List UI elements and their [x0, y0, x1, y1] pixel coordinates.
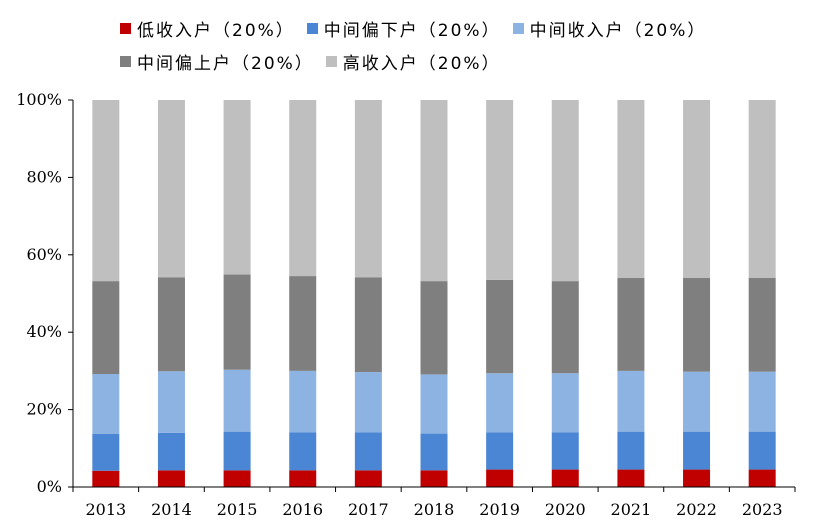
bar-segment-2016-s0	[289, 470, 317, 487]
bar-segment-2020-s2	[551, 373, 579, 433]
bar-segment-2021-s0	[617, 469, 645, 487]
bar-segment-2019-s1	[486, 432, 514, 470]
bar-segment-2023-s0	[748, 469, 776, 487]
legend-swatch-lower-middle	[306, 23, 318, 34]
bar-segment-2021-s2	[617, 370, 645, 432]
bar-segment-2023-s2	[748, 371, 776, 432]
bar-segment-2014-s3	[157, 277, 185, 372]
x-tick-label-2018: 2018	[414, 500, 455, 519]
bar-segment-2014-s0	[157, 470, 185, 487]
bar-segment-2014-s1	[157, 432, 185, 471]
bar-segment-2015-s4	[223, 100, 251, 275]
x-tick-label-2023: 2023	[742, 500, 783, 519]
x-tick-label-2017: 2017	[348, 500, 389, 519]
bar-segment-2019-s0	[486, 469, 514, 487]
x-tick-label-2020: 2020	[545, 500, 586, 519]
y-tick-label-3: 60%	[26, 245, 62, 264]
axes-group: 0% 20% 40% 60% 80% 100% 2013 2014 2015 2016 2017 20…	[16, 90, 796, 519]
bar-segment-2013-s4	[92, 100, 120, 282]
bar-segment-2020-s4	[551, 100, 579, 282]
bar-segment-2020-s1	[551, 432, 579, 470]
bar-segment-2021-s3	[617, 278, 645, 371]
bar-segment-2018-s1	[420, 433, 448, 471]
bar-segment-2018-s0	[420, 470, 448, 487]
y-tick-label-0: 0%	[37, 477, 62, 496]
x-tick-label-2019: 2019	[479, 500, 520, 519]
legend-label-low-income: 低收入户（20%）	[137, 21, 295, 41]
bar-segment-2022-s1	[683, 431, 711, 470]
bar-segment-2019-s2	[486, 373, 514, 433]
bar-segment-2023-s1	[748, 431, 776, 470]
bar-segment-2013-s0	[92, 470, 120, 487]
bar-segment-2022-s4	[683, 100, 711, 279]
legend-item-high-income: 高收入户（20%）	[325, 49, 501, 74]
x-tick-label-2022: 2022	[676, 500, 717, 519]
bar-segment-2013-s1	[92, 433, 120, 471]
x-tick-label-2016: 2016	[282, 500, 323, 519]
legend-row-1: 低收入户（20%） 中间偏下户（20%） 中间收入户（20%）	[120, 12, 810, 45]
y-tick-label-1: 20%	[26, 400, 62, 419]
bar-segment-2016-s3	[289, 276, 317, 371]
legend-swatch-low-income	[120, 23, 131, 34]
legend-item-low-income: 低收入户（20%）	[120, 16, 295, 41]
x-tick-label-2021: 2021	[611, 500, 652, 519]
bar-segment-2018-s2	[420, 374, 448, 434]
bar-segment-2018-s3	[420, 281, 448, 375]
y-tick-label-5: 100%	[16, 90, 62, 109]
bar-segment-2021-s1	[617, 431, 645, 470]
bar-segment-2021-s4	[617, 100, 645, 279]
bar-segment-2014-s4	[157, 100, 185, 278]
bar-segment-2020-s0	[551, 469, 579, 487]
y-tick-label-2: 40%	[26, 322, 62, 341]
bar-segment-2023-s4	[748, 100, 776, 279]
bar-segment-2016-s2	[289, 370, 317, 433]
bar-segment-2018-s4	[420, 100, 448, 282]
bar-segment-2015-s1	[223, 431, 251, 471]
bar-segment-2015-s0	[223, 470, 251, 487]
legend-row-2: 中间偏上户（20%） 高收入户（20%）	[120, 45, 810, 78]
bar-segment-2014-s2	[157, 371, 185, 433]
x-tick-label-2013: 2013	[85, 500, 126, 519]
bar-segment-2017-s2	[354, 372, 382, 433]
y-tick-label-4: 80%	[26, 167, 62, 186]
bar-segment-2016-s4	[289, 100, 317, 277]
bar-segment-2022-s0	[683, 469, 711, 487]
bar-segment-2019-s3	[486, 279, 514, 374]
legend-label-lower-middle: 中间偏下户（20%）	[323, 21, 501, 41]
bar-segment-2017-s4	[354, 100, 382, 278]
x-tick-label-2015: 2015	[217, 500, 258, 519]
bar-segment-2017-s1	[354, 432, 382, 471]
bar-segment-2017-s3	[354, 277, 382, 373]
bar-segment-2015-s2	[223, 369, 251, 432]
x-tick-label-2014: 2014	[151, 500, 192, 519]
bar-segment-2013-s3	[92, 281, 120, 374]
legend-swatch-upper-middle	[120, 56, 131, 67]
bar-segment-2015-s3	[223, 274, 251, 370]
legend-swatch-middle	[512, 23, 524, 34]
bar-segment-2022-s3	[683, 278, 711, 372]
legend-label-upper-middle: 中间偏上户（20%）	[137, 54, 314, 74]
legend-item-lower-middle: 中间偏下户（20%）	[306, 16, 501, 41]
legend-label-high-income: 高收入户（20%）	[342, 54, 501, 74]
legend-label-middle: 中间收入户（20%）	[529, 21, 707, 41]
bar-segment-2023-s3	[748, 278, 776, 372]
bar-segment-2022-s2	[683, 371, 711, 432]
bar-segment-2016-s1	[289, 432, 317, 471]
legend-item-middle: 中间收入户（20%）	[512, 16, 707, 41]
bars-group	[92, 100, 776, 487]
bar-segment-2013-s2	[92, 374, 120, 434]
bar-segment-2020-s3	[551, 281, 579, 374]
legend-item-upper-middle: 中间偏上户（20%）	[120, 49, 314, 74]
bar-segment-2017-s0	[354, 470, 382, 487]
legend: 低收入户（20%） 中间偏下户（20%） 中间收入户（20%） 中间偏上户（20…	[120, 12, 810, 78]
bar-segment-2019-s4	[486, 100, 514, 280]
legend-swatch-high-income	[325, 56, 337, 67]
